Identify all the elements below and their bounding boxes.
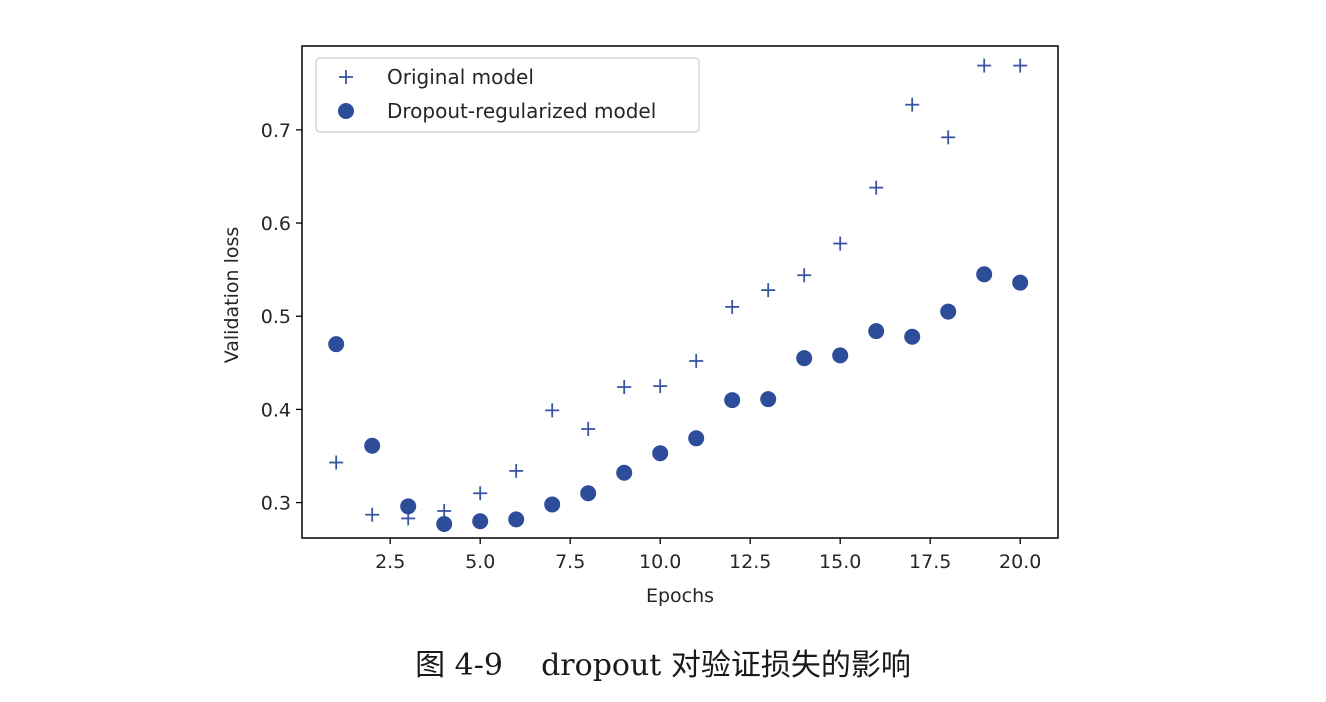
data-point-plus [509,463,524,478]
data-point-plus [797,268,812,283]
data-point-circle [472,513,489,530]
data-point-circle [724,392,741,409]
data-point-circle [832,347,849,364]
data-point-circle [904,328,921,345]
data-point-plus [617,380,632,395]
data-point-circle [508,511,525,528]
x-tick-label: 10.0 [639,551,681,573]
y-tick-label: 0.5 [261,306,291,328]
data-point-circle [328,336,345,353]
data-point-plus [689,353,704,368]
data-point-circle [868,323,885,340]
x-tick-label: 20.0 [999,551,1041,573]
y-tick-label: 0.6 [261,213,291,235]
plot-area [301,45,1059,539]
data-point-plus [725,299,740,314]
data-point-plus [437,503,452,518]
data-point-plus [833,236,848,251]
data-point-circle [580,485,597,502]
figure-caption: 图 4-9 dropout 对验证损失的影响 [415,648,911,683]
series-dropout-regularized-model [328,266,1029,533]
series-layer [328,58,1029,533]
data-point-circle [940,303,957,320]
data-point-circle [616,464,633,481]
data-point-plus [869,180,884,195]
legend-circle-marker-icon [338,103,354,119]
data-point-plus [545,403,560,418]
data-point-plus [941,130,956,145]
y-axis-ticks: 0.3 0.4 0.5 0.6 0.7 [261,120,302,515]
data-point-plus [905,97,920,112]
legend-label-original: Original model [387,65,534,89]
y-axis-label: Validation loss [221,227,243,364]
x-tick-label: 2.5 [375,551,405,573]
data-point-circle [544,496,561,513]
x-tick-label: 15.0 [819,551,861,573]
data-point-circle [760,391,777,408]
legend-box [315,57,700,133]
data-point-plus [473,486,488,501]
data-point-circle [436,516,453,533]
data-point-plus [653,379,668,394]
data-point-circle [652,445,669,462]
data-point-plus [977,58,992,73]
legend: Original model Dropout-regularized model [315,57,700,133]
data-point-circle [976,266,993,283]
x-tick-label: 12.5 [729,551,771,573]
y-tick-label: 0.4 [261,399,291,421]
data-point-circle [400,498,417,515]
y-tick-label: 0.7 [261,120,291,142]
legend-label-dropout: Dropout-regularized model [387,99,656,123]
x-tick-label: 5.0 [465,551,495,573]
data-point-circle [688,430,705,447]
data-point-plus [581,421,596,436]
data-point-plus [1013,58,1028,73]
data-point-circle [796,350,813,367]
x-tick-label: 7.5 [555,551,585,573]
x-axis-ticks: 2.5 5.0 7.5 10.0 12.5 15.0 17.5 20.0 [375,538,1041,573]
data-point-plus [365,507,380,522]
plot-frame [301,45,1059,539]
x-axis-label: Epochs [646,585,714,607]
series-original-model [329,58,1028,526]
data-point-plus [329,455,344,470]
x-tick-label: 17.5 [909,551,951,573]
y-tick-label: 0.3 [261,493,291,515]
data-point-circle [364,437,381,454]
legend-plus-marker-icon [339,70,353,84]
data-point-circle [1012,274,1029,291]
data-point-plus [761,283,776,298]
